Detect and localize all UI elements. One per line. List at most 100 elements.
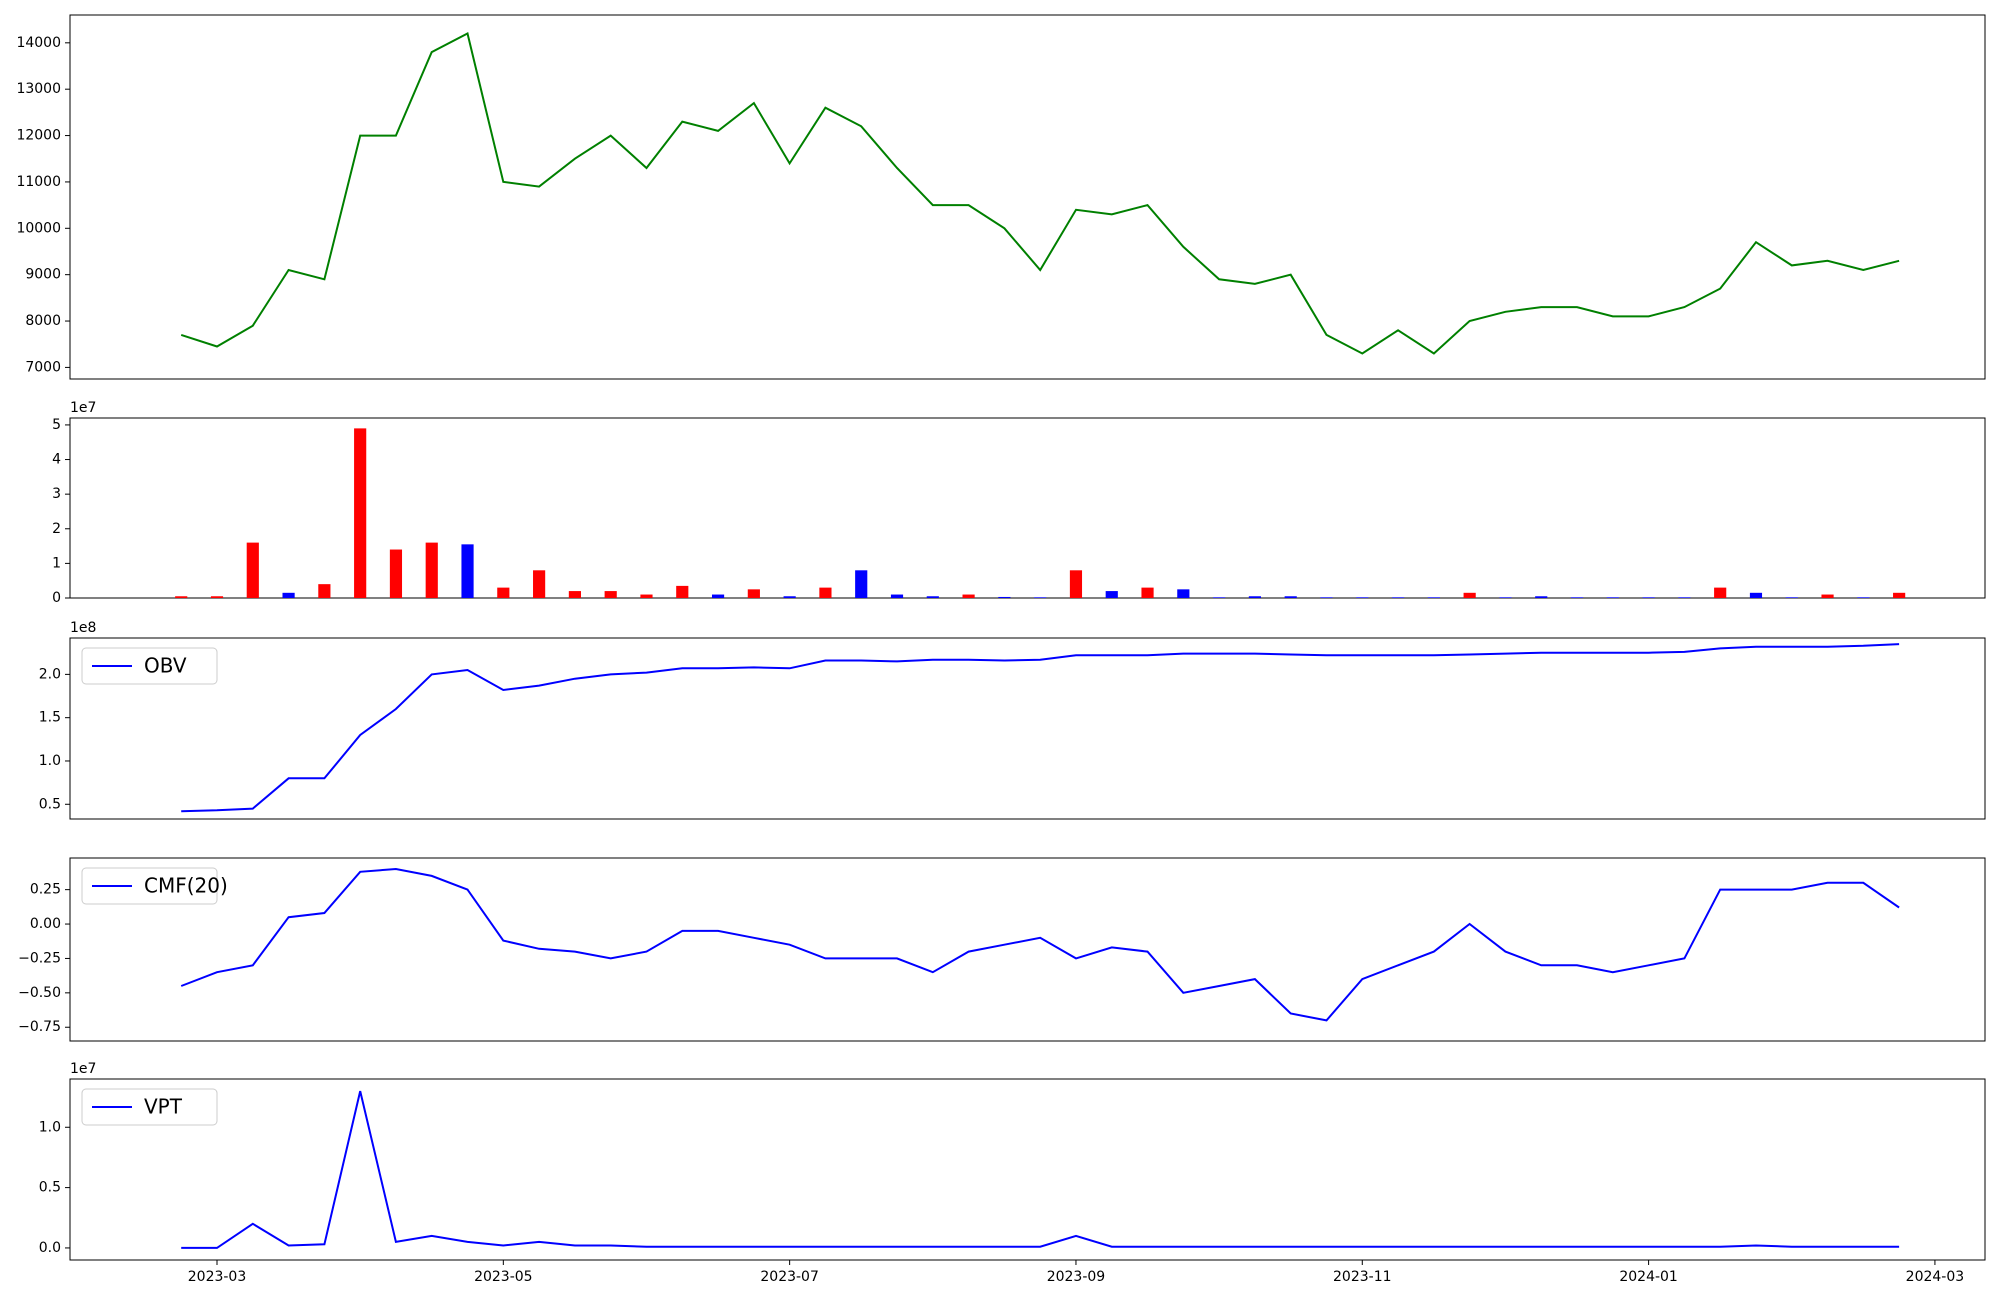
bar: [998, 596, 1011, 598]
x-tick-label: 2023-09: [1047, 1269, 1106, 1285]
y-tick-label: 1.0: [39, 1119, 61, 1135]
y-tick-label: 1: [52, 555, 61, 571]
bar: [1213, 597, 1226, 598]
y-tick-label: −0.75: [18, 1019, 61, 1035]
line: [181, 643, 1900, 813]
y-tick-label: 0.5: [39, 796, 61, 812]
x-tick-label: 2023-07: [760, 1269, 819, 1285]
bar: [1893, 592, 1906, 598]
line: [180, 32, 1900, 355]
bar: [711, 594, 725, 598]
bar: [568, 591, 581, 598]
bar: [1427, 597, 1440, 598]
bar: [962, 594, 975, 598]
legend-box: [81, 1088, 218, 1126]
legend-box: [81, 647, 218, 685]
bar: [1105, 591, 1118, 598]
bar: [497, 587, 510, 598]
y-tick-label: 2: [52, 521, 61, 537]
bar: [1463, 592, 1476, 598]
bar: [318, 584, 331, 598]
y-tick-label: 0.0: [39, 1240, 61, 1256]
bar: [1069, 570, 1083, 598]
bar: [246, 542, 259, 598]
bar: [1749, 592, 1763, 598]
bar: [855, 570, 868, 598]
offset-label: 1e8: [70, 620, 96, 636]
bar: [1857, 597, 1870, 598]
bar: [819, 587, 832, 598]
y-tick-label: 2.0: [39, 666, 61, 682]
y-tick-label: 0.00: [30, 916, 61, 932]
line: [181, 1090, 1900, 1249]
y-tick-label: 4: [52, 452, 61, 468]
bar: [210, 596, 224, 598]
bar: [1642, 597, 1655, 598]
bar: [1785, 597, 1798, 598]
y-tick-label: 11000: [16, 174, 61, 190]
y-tick-label: 0.25: [30, 882, 61, 898]
y-tick-label: 1.5: [39, 710, 61, 726]
legend-label: CMF(20): [144, 874, 228, 898]
plot-frame: [69, 14, 1986, 380]
bar: [1821, 594, 1834, 598]
bar: [890, 594, 904, 598]
plot-frame: [69, 857, 1986, 1042]
bar: [640, 594, 653, 598]
bar: [1535, 596, 1548, 598]
bar: [282, 592, 295, 598]
bar: [389, 549, 403, 598]
y-tick-label: 3: [52, 486, 61, 502]
bar: [1177, 589, 1190, 598]
bar: [175, 596, 188, 598]
bar: [1391, 597, 1405, 598]
bar: [1141, 587, 1154, 598]
x-tick-label: 2023-05: [474, 1269, 533, 1285]
bar: [533, 570, 546, 598]
bar: [1570, 597, 1584, 598]
bar: [425, 542, 438, 598]
y-tick-label: 1.0: [39, 753, 61, 769]
bar: [783, 596, 796, 598]
bar: [676, 585, 689, 598]
bar: [604, 591, 617, 598]
legend-label: OBV: [144, 654, 187, 678]
y-tick-label: 0: [52, 590, 61, 606]
x-tick-label: 2024-03: [1906, 1269, 1965, 1285]
offset-label: 1e7: [70, 1061, 96, 1077]
bar: [1678, 597, 1691, 598]
bar: [1499, 597, 1512, 598]
bar: [926, 596, 939, 598]
plot-frame: [69, 637, 1986, 820]
bar: [354, 428, 367, 598]
bar: [461, 544, 474, 598]
bar: [1356, 597, 1369, 598]
y-tick-label: 10000: [16, 220, 61, 236]
x-tick-label: 2024-01: [1619, 1269, 1678, 1285]
y-tick-label: 13000: [16, 81, 61, 97]
bar: [747, 589, 760, 598]
y-tick-label: 7000: [25, 359, 61, 375]
bar: [1320, 597, 1333, 598]
y-tick-label: 9000: [25, 267, 61, 283]
bar: [1714, 587, 1727, 598]
x-tick-label: 2023-03: [188, 1269, 247, 1285]
plot-frame: [69, 417, 1986, 599]
bar: [1034, 597, 1047, 598]
line: [180, 867, 1900, 1022]
bar: [1284, 596, 1297, 598]
y-tick-label: 8000: [25, 313, 61, 329]
y-tick-label: 5: [52, 417, 61, 433]
legend-label: VPT: [144, 1095, 183, 1119]
y-tick-label: 14000: [16, 35, 61, 51]
y-tick-label: 0.5: [39, 1180, 61, 1196]
y-tick-label: −0.50: [18, 985, 61, 1001]
y-tick-label: 12000: [16, 128, 61, 144]
y-tick-label: −0.25: [18, 950, 61, 966]
offset-label: 1e7: [70, 400, 96, 416]
x-tick-label: 2023-11: [1333, 1269, 1392, 1285]
bar: [1248, 596, 1261, 598]
bar: [1606, 597, 1619, 598]
